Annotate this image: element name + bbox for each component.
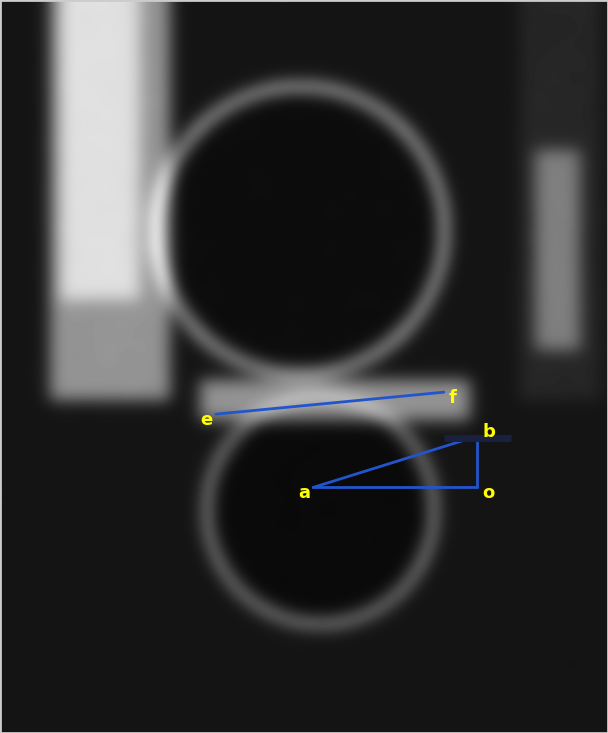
Text: a: a <box>298 485 310 502</box>
Text: f: f <box>449 389 457 407</box>
Text: o: o <box>482 485 494 502</box>
Text: e: e <box>201 411 213 429</box>
Text: b: b <box>482 424 495 441</box>
